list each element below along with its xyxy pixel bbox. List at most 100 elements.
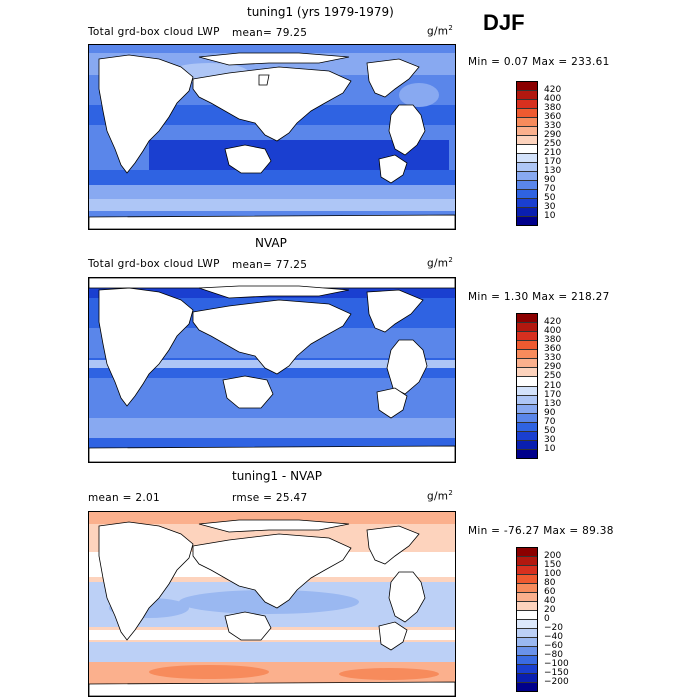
panel2-colorbar-swatch: [517, 431, 537, 441]
panel2-map: [88, 277, 456, 463]
panel1-map: [88, 44, 456, 230]
panel1-colorbar-tick-label: 10: [544, 211, 556, 222]
panel1-colorbar-swatch: [517, 199, 537, 208]
panel3-colorbar-swatch: [517, 548, 537, 557]
panel1-colorbar-tick-label: 70: [544, 184, 556, 195]
panel2-colorbar-tick-label: 420: [544, 316, 562, 327]
panel3-colorbar-labels: 200 150 100 80 60 40 20 0 −20 −40 −60 −80 −100 −150 −2…: [544, 547, 584, 692]
panel2-colorbar-swatch: [517, 395, 537, 405]
panel2-colorbar-tick-label: 400: [544, 325, 562, 336]
panel1-colorbar-swatch: [517, 181, 537, 190]
panel2-colorbar-swatch: [517, 422, 537, 432]
panel2-colorbar-swatch: [517, 377, 537, 387]
panel2-colorbar-swatch: [517, 350, 537, 360]
panel3-colorbar-tick-label: −200: [544, 677, 569, 688]
panel2-mean: mean= 77.25: [232, 259, 308, 271]
panel1-colorbar-swatch: [517, 136, 537, 145]
panel1-colorbar-swatch: [517, 127, 537, 136]
panel1-colorbar-swatch: [517, 109, 537, 118]
panel1-colorbar-swatch: [517, 118, 537, 127]
panel2-range: Min = 1.30 Max = 218.27: [468, 291, 610, 303]
panel1-colorbar-tick-label: 380: [544, 102, 562, 113]
panel2-colorbar-tick-label: 90: [544, 407, 556, 418]
panel3-continents: [89, 519, 455, 696]
panel1-colorbar-swatch: [517, 100, 537, 109]
panel2-colorbar-tick-label: 10: [544, 444, 556, 455]
panel3-colorbar-swatch: [517, 584, 537, 593]
panel1-colorbar-tick-label: 400: [544, 93, 562, 104]
panel1-colorbar-swatch: [517, 91, 537, 100]
panel2-colorbar-tick-label: 330: [544, 353, 562, 364]
panel3-title: tuning1 - NVAP: [232, 469, 322, 483]
panel2-colorbar-tick-label: 130: [544, 398, 562, 409]
panel3-colorbar-tick-label: 100: [544, 568, 562, 579]
panel3-colorbar-swatch: [517, 620, 537, 629]
panel2-map-field: [89, 278, 455, 462]
panel3-rmse: rmse = 25.47: [232, 492, 308, 504]
panel3-colorbar-swatch: [517, 656, 537, 665]
panel2-colorbar-swatch: [517, 314, 537, 324]
panel2-colorbar-tick-label: 50: [544, 426, 556, 437]
panel3-colorbar-tick-label: 200: [544, 550, 562, 561]
panel1-colorbar-tick-label: 420: [544, 84, 562, 95]
panel2-units: g/m2: [427, 256, 454, 270]
panel3-map: [88, 511, 456, 697]
panel2-colorbar-swatch: [517, 413, 537, 423]
panel1-colorbar-labels: 420 400 380 360 330 290 250 210 170 130 90 70 50 30 10: [544, 81, 584, 226]
panel1-colorbar-tick-label: 30: [544, 202, 556, 213]
panel2-colorbar-tick-label: 210: [544, 380, 562, 391]
panel1-colorbar-tick-label: 130: [544, 166, 562, 177]
panel2-colorbar-swatch: [517, 386, 537, 396]
panel1-map-field: [89, 45, 455, 229]
panel3-colorbar-tick-label: −20: [544, 623, 563, 634]
panel1-colorbar-tick-label: 290: [544, 129, 562, 140]
panel1-colorbar: [516, 81, 538, 226]
panel3-colorbar-swatch: [517, 602, 537, 611]
panel3-range: Min = -76.27 Max = 89.38: [468, 525, 614, 537]
panel3-colorbar-tick-label: −60: [544, 641, 563, 652]
season-label: DJF: [483, 10, 525, 35]
panel2-colorbar-tick-label: 70: [544, 417, 556, 427]
panel1-range: Min = 0.07 Max = 233.61: [468, 56, 610, 68]
panel3-colorbar-swatch: [517, 575, 537, 584]
panel1-mean: mean= 79.25: [232, 27, 308, 39]
panel3-colorbar-tick-label: −150: [544, 668, 569, 679]
panel1-colorbar-swatch: [517, 172, 537, 181]
panel3-colorbar-swatch: [517, 611, 537, 620]
panel3-colorbar-swatch: [517, 566, 537, 575]
panel1-colorbar-tick-label: 330: [544, 120, 562, 131]
panel1-colorbar-swatch: [517, 217, 537, 225]
panel1-colorbar-swatch: [517, 82, 537, 91]
panel3-colorbar-swatch: [517, 629, 537, 638]
panel3-units: g/m2: [427, 489, 454, 503]
panel1-colorbar-tick-label: 90: [544, 175, 556, 186]
panel3-colorbar-tick-label: 0: [544, 614, 550, 624]
panel1-continents: [89, 52, 455, 229]
panel1-colorbar-tick-label: 360: [544, 111, 562, 122]
panel2-colorbar-tick-label: 30: [544, 435, 556, 446]
panel3-colorbar-swatch: [517, 683, 537, 691]
panel2-colorbar-tick-label: 170: [544, 389, 562, 400]
panel1-colorbar-swatch: [517, 190, 537, 199]
panel2-title: NVAP: [255, 236, 287, 250]
panel3-colorbar-swatch: [517, 557, 537, 566]
panel2-colorbar-swatch: [517, 404, 537, 414]
panel3-colorbar-tick-label: 60: [544, 586, 556, 597]
panel3-colorbar-tick-label: 20: [544, 604, 556, 615]
panel1-colorbar-tick-label: 250: [544, 138, 562, 149]
panel3-colorbar-tick-label: −80: [544, 650, 563, 661]
panel3-colorbar-tick-label: −100: [544, 659, 569, 670]
panel2-colorbar-swatch: [517, 440, 537, 450]
panel3-mean: mean = 2.01: [88, 492, 160, 504]
panel2-colorbar-swatch: [517, 332, 537, 342]
panel1-colorbar-swatch: [517, 163, 537, 172]
panel1-colorbar-tick-label: 210: [544, 148, 562, 158]
panel2-colorbar-labels: 420 400 380 360 330 290 250 210 170 130 90 70 50 30 10: [544, 313, 584, 459]
panel2-colorbar: [516, 313, 538, 459]
panel3-colorbar-swatch: [517, 674, 537, 683]
panel1-colorbar-swatch: [517, 145, 537, 154]
panel3-colorbar-tick-label: 150: [544, 559, 562, 570]
panel2-colorbar-tick-label: 380: [544, 334, 562, 345]
panel2-colorbar-swatch: [517, 359, 537, 369]
panel2-colorbar-tick-label: 360: [544, 344, 562, 354]
